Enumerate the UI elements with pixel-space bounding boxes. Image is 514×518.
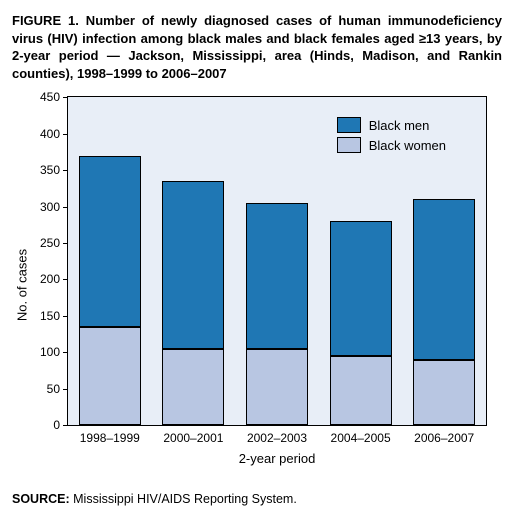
bar-segment <box>413 199 475 359</box>
y-tick-label: 450 <box>40 90 60 104</box>
y-tick-label: 0 <box>53 418 60 432</box>
plot-area: Black menBlack women 2-year period 05010… <box>67 96 487 426</box>
figure-caption: FIGURE 1. Number of newly diagnosed case… <box>12 12 502 82</box>
y-axis-title: No. of cases <box>15 249 30 321</box>
legend-item: Black men <box>337 117 446 133</box>
y-tick-label: 350 <box>40 163 60 177</box>
legend-item: Black women <box>337 137 446 153</box>
y-tick <box>63 207 68 208</box>
x-tick-label: 2002–2003 <box>247 431 307 445</box>
bar-group <box>246 97 308 425</box>
y-tick <box>63 97 68 98</box>
legend-label: Black men <box>369 118 430 133</box>
y-tick <box>63 425 68 426</box>
bar-group <box>79 97 141 425</box>
y-tick <box>63 243 68 244</box>
bar-segment <box>79 327 141 425</box>
bar-segment <box>330 356 392 425</box>
bar-segment <box>162 349 224 426</box>
y-tick <box>63 352 68 353</box>
legend-swatch <box>337 117 361 133</box>
y-tick-label: 250 <box>40 236 60 250</box>
source-label: SOURCE: <box>12 492 70 506</box>
source-line: SOURCE: Mississippi HIV/AIDS Reporting S… <box>12 492 502 506</box>
bar-group <box>162 97 224 425</box>
y-tick <box>63 389 68 390</box>
legend-label: Black women <box>369 138 446 153</box>
y-tick-label: 400 <box>40 127 60 141</box>
source-text: Mississippi HIV/AIDS Reporting System. <box>73 492 297 506</box>
y-tick-label: 100 <box>40 345 60 359</box>
bar-segment <box>246 349 308 426</box>
chart: No. of cases Black men Black women 2-year… <box>12 90 502 480</box>
y-tick-label: 300 <box>40 200 60 214</box>
y-tick-label: 150 <box>40 309 60 323</box>
bar-segment <box>246 203 308 349</box>
y-tick <box>63 316 68 317</box>
x-tick-label: 2006–2007 <box>414 431 474 445</box>
x-axis-title: 2-year period <box>239 451 316 466</box>
legend: Black men Black women <box>337 117 446 157</box>
bar-segment <box>162 181 224 349</box>
bar-segment <box>413 360 475 426</box>
bar-segment <box>79 156 141 327</box>
legend-swatch <box>337 137 361 153</box>
y-tick <box>63 134 68 135</box>
y-tick <box>63 170 68 171</box>
y-tick-label: 200 <box>40 272 60 286</box>
x-tick-label: 2004–2005 <box>331 431 391 445</box>
y-tick-label: 50 <box>47 382 60 396</box>
x-tick-label: 1998–1999 <box>80 431 140 445</box>
x-tick-label: 2000–2001 <box>163 431 223 445</box>
bar-segment <box>330 221 392 356</box>
y-tick <box>63 279 68 280</box>
